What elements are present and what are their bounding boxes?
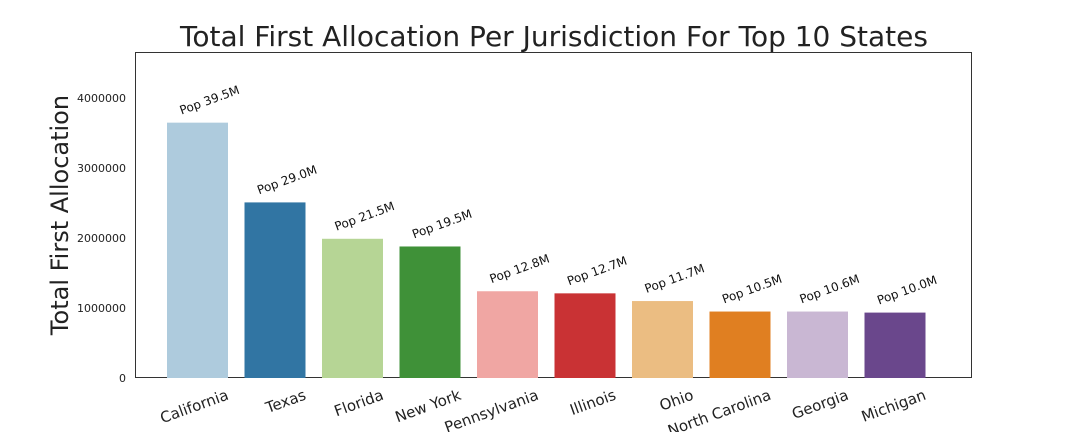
- bar-annotation: Pop 39.5M: [178, 83, 242, 118]
- bar-ohio: [632, 301, 693, 378]
- x-tick-label: California: [158, 386, 231, 427]
- chart-title: Total First Allocation Per Jurisdiction …: [179, 20, 928, 53]
- bar-annotation: Pop 29.0M: [255, 163, 319, 198]
- y-ticks: 0 1000000 2000000 3000000 4000000: [77, 92, 126, 385]
- bar-annotation: Pop 12.7M: [565, 254, 629, 289]
- bar-texas: [244, 202, 306, 378]
- plot-frame: [135, 52, 972, 378]
- x-tick-label: Illinois: [567, 386, 618, 419]
- bars: [167, 122, 926, 379]
- x-tick-label: Georgia: [789, 386, 850, 423]
- bar-annotation: Pop 10.0M: [875, 273, 939, 308]
- x-ticks: California Texas Florida New YorkPennsylvan…: [158, 386, 929, 432]
- bar-annotation: Pop 19.5M: [410, 207, 474, 242]
- x-tick-label: Florida: [332, 386, 386, 420]
- x-tick-label: Michigan: [859, 386, 928, 426]
- bar-annotation: Pop 10.6M: [798, 272, 862, 307]
- bar-new-york: [399, 246, 461, 378]
- bar-north-carolina: [709, 311, 771, 378]
- y-tick-label: 3000000: [77, 162, 126, 175]
- bar-florida: [322, 238, 383, 378]
- y-tick-label: 2000000: [77, 232, 126, 245]
- bar-pennsylvania: [477, 291, 538, 378]
- bar-georgia: [787, 311, 848, 378]
- y-tick-label: 1000000: [77, 302, 126, 315]
- x-tick-label: Ohio: [657, 386, 696, 415]
- y-tick-label: 0: [119, 372, 126, 385]
- bar-michigan: [864, 312, 926, 378]
- bar-annotation: Pop 11.7M: [643, 261, 707, 296]
- y-tick-label: 4000000: [77, 92, 126, 105]
- bar-california: [167, 122, 228, 379]
- bar-annotation: Pop 21.5M: [333, 199, 397, 234]
- bar-annotation: Pop 12.8M: [488, 251, 552, 286]
- x-tick-label: Texas: [262, 386, 308, 418]
- bar-illinois: [554, 293, 616, 378]
- y-axis-label: Total First Allocation: [46, 95, 74, 336]
- bar-annotation: Pop 10.5M: [720, 272, 784, 307]
